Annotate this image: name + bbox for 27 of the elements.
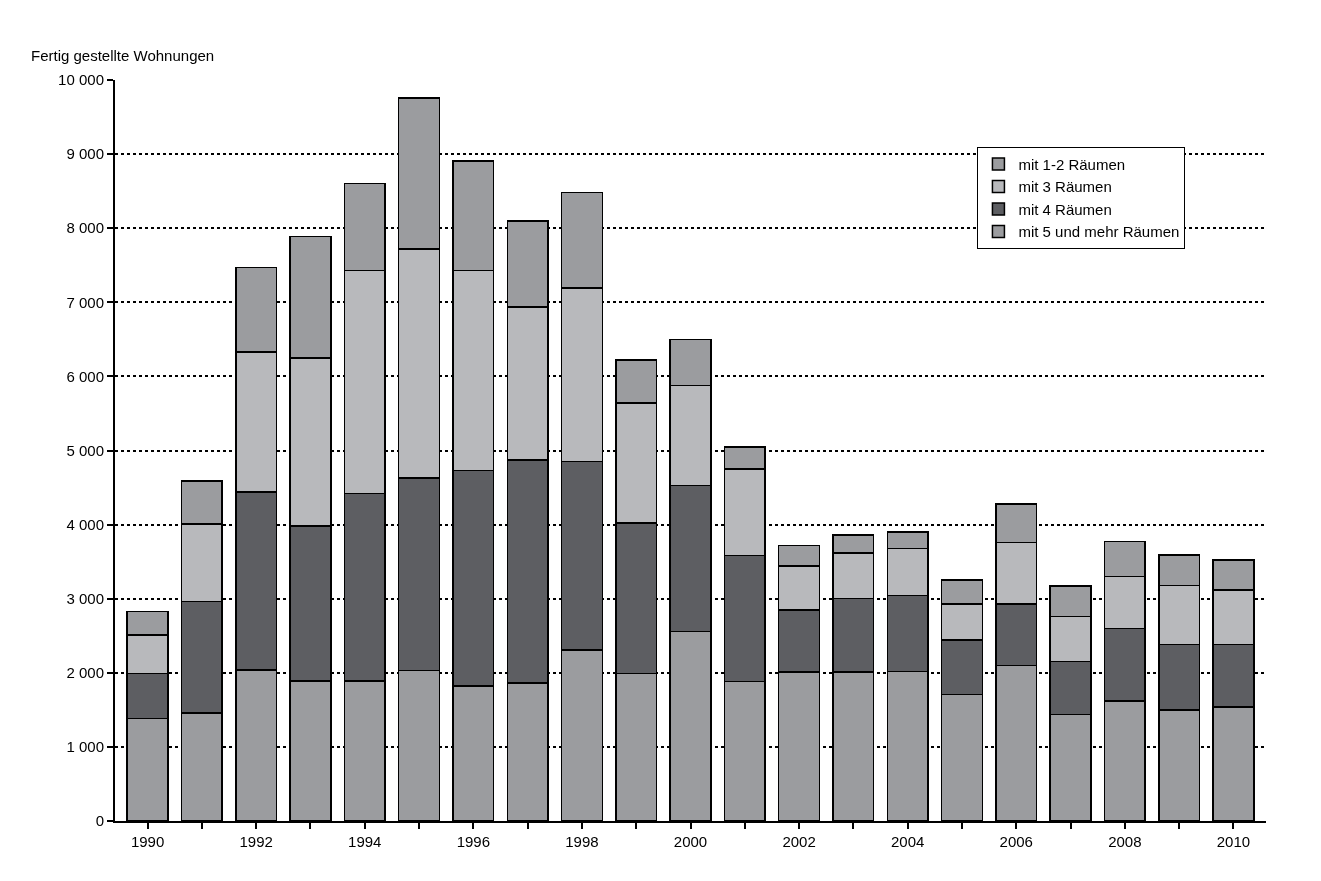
y-tick-label: 1 000 [66,738,104,756]
y-tick-label: 2 000 [66,664,104,682]
legend-label: mit 3 Räumen [1018,178,1112,196]
legend-label: mit 1-2 Räumen [1018,155,1126,173]
x-tick-label: 2000 [673,833,708,850]
y-axis-title: Fertig gestellte Wohnungen [31,47,215,64]
y-tick-label: 7 000 [66,293,104,311]
x-tick-label: 1990 [130,833,165,850]
y-tick-label: 9 000 [66,145,104,163]
y-tick-label: 5 000 [66,441,104,459]
x-tick-label: 1994 [348,833,382,850]
x-tick-label: 2010 [1216,833,1251,850]
x-tick-label: 2002 [782,833,816,850]
x-tick-label: 2004 [890,833,925,850]
x-tick-label: 2008 [1108,833,1142,850]
x-tick-label: 2006 [999,833,1033,850]
y-tick-label: 10 000 [58,71,104,89]
y-tick-label: 8 000 [66,219,104,237]
y-tick-label: 4 000 [66,515,104,533]
legend-label: mit 4 Räumen [1018,200,1112,218]
x-tick-label: 1998 [565,833,599,850]
y-tick-label: 6 000 [66,367,104,385]
y-tick-label: 3 000 [66,589,104,607]
y-tick-label: 0 [95,812,104,830]
x-tick-label: 1992 [239,833,273,850]
x-tick-label: 1996 [456,833,491,850]
legend-label: mit 5 und mehr Räumen [1018,223,1180,241]
